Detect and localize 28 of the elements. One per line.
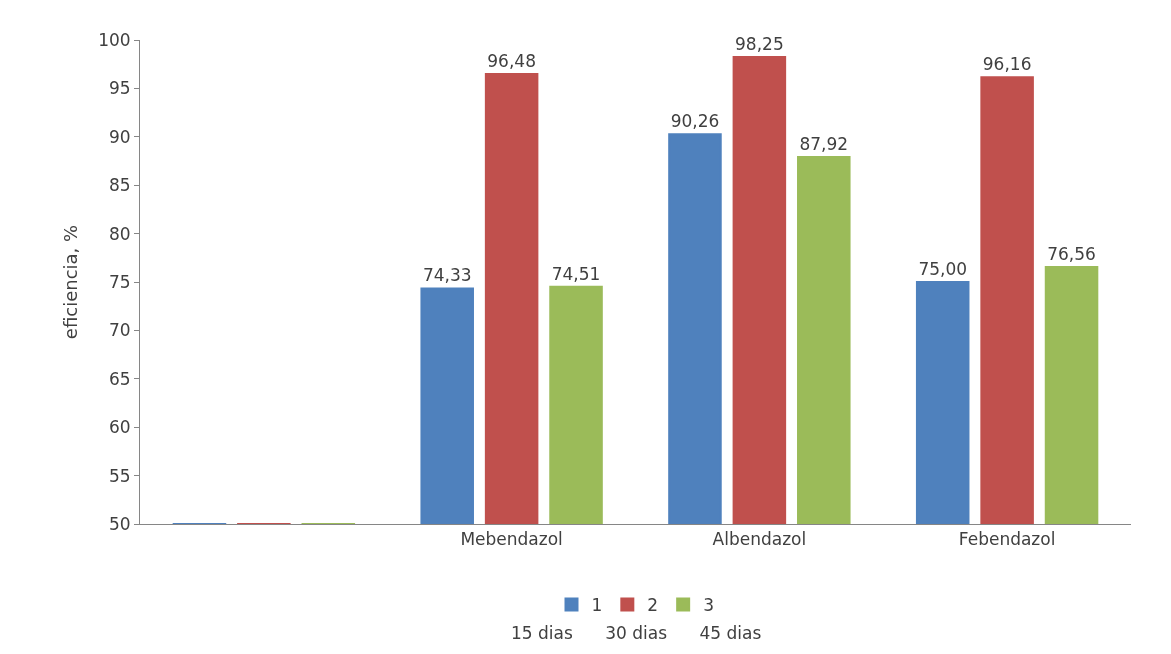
y-tick-label: 55 xyxy=(108,465,131,486)
x-tick-label: Albendazol xyxy=(712,529,807,550)
y-tick-label: 80 xyxy=(108,223,131,244)
y-tick-label: 100 xyxy=(98,29,131,50)
y-tick-label: 85 xyxy=(108,175,131,196)
legend-label: 3 xyxy=(703,595,714,616)
y-axis-title: eficiencia, % xyxy=(60,224,82,340)
x-tick-label: Febendazol xyxy=(958,529,1056,550)
data-label: 74,33 xyxy=(422,265,472,286)
y-tick-label: 50 xyxy=(108,513,131,534)
legend-label: 1 xyxy=(591,595,603,616)
y-tick-label: 70 xyxy=(108,320,131,341)
x-tick-label: Mebendazol xyxy=(460,529,563,550)
text: 15 dias 30 dias 45 dias xyxy=(511,623,762,643)
data-label: 96,16 xyxy=(982,54,1032,75)
data-label: 98,25 xyxy=(735,33,784,54)
y-tick-label: 60 xyxy=(108,417,131,438)
data-label: 96,48 xyxy=(487,51,536,72)
data-label: 87,92 xyxy=(799,133,849,154)
y-tick-label: 65 xyxy=(108,368,131,389)
y-tick-label: 90 xyxy=(108,126,131,147)
data-label: 75,00 xyxy=(918,259,968,279)
data-label: 76,56 xyxy=(1047,243,1096,264)
data-label: 90,26 xyxy=(670,111,720,132)
data-label: 74,51 xyxy=(551,263,601,284)
y-tick-label: 75 xyxy=(108,271,131,292)
y-tick-label: 95 xyxy=(108,78,131,99)
legend-label: 2 xyxy=(647,595,659,616)
